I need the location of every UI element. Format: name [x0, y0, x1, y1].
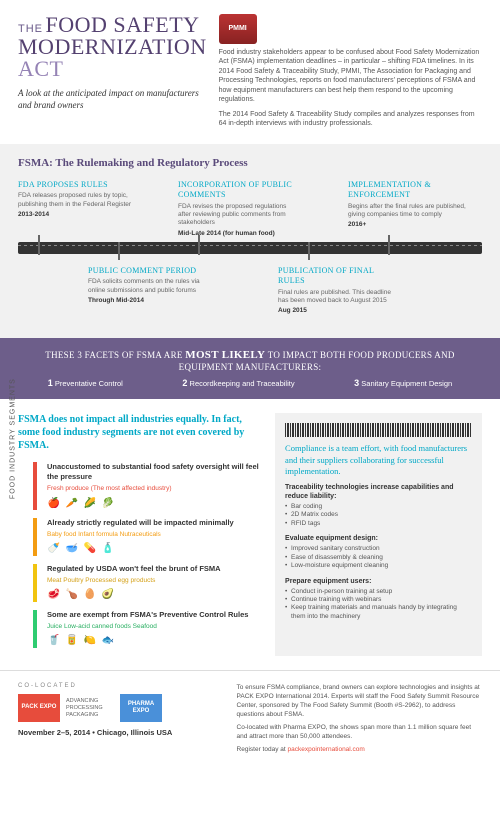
facets-bar: THESE 3 FACETS OF FSMA ARE MOST LIKELY T… [0, 338, 500, 400]
register-link[interactable]: packexpointernational.com [288, 746, 365, 753]
segment-icons: 🍎🥕🌽🥬 [47, 496, 261, 510]
tagline: ADVANCING PROCESSING PACKAGING [66, 698, 114, 719]
impact-segments: FSMA does not impact all industries equa… [18, 413, 261, 655]
pharmaexpo-logo: PHARMA EXPO [120, 694, 162, 722]
segment-exempt: Some are exempt from FSMA's Preventive C… [39, 610, 261, 648]
intro-p1: Food industry stakeholders appear to be … [219, 48, 482, 105]
trace-list: Bar coding 2D Matrix codes RFID tags [285, 503, 472, 528]
facet-item: 3 Sanitary Equipment Design [354, 378, 452, 390]
facet-item: 2 Recordkeeping and Traceability [182, 378, 294, 390]
facets-row: 1 Preventative Control 2 Recordkeeping a… [18, 378, 482, 390]
header: THE FOOD SAFETY MODERNIZATION ACT A look… [0, 0, 500, 144]
impact-title: FSMA does not impact all industries equa… [18, 413, 261, 452]
timeline-section: FSMA: The Rulemaking and Regulatory Proc… [0, 144, 500, 338]
timeline-item: INCORPORATION OF PUBLIC COMMENTS FDA rev… [178, 180, 298, 239]
prepare-list: Conduct in-person training at setup Cont… [285, 588, 472, 622]
title-line3: ACT [18, 56, 64, 81]
timeline-grid: FDA PROPOSES RULES FDA releases proposed… [18, 180, 482, 320]
pmmi-logo: PMMI [219, 14, 257, 44]
facets-title: THESE 3 FACETS OF FSMA ARE MOST LIKELY T… [18, 348, 482, 374]
segment-icons: 🥩🍗🥚🥑 [47, 588, 261, 602]
impact-section: FSMA does not impact all industries equa… [0, 399, 500, 669]
event-block: CO-LOCATED PACK EXPO ADVANCING PROCESSIN… [18, 683, 223, 759]
segment-list: FOOD INDUSTRY SEGMENTS Unaccustomed to s… [30, 462, 261, 647]
segment-med: Already strictly regulated will be impac… [39, 518, 261, 556]
compliance-panel: Compliance is a team effort, with food m… [275, 413, 482, 655]
timeline-item: FDA PROPOSES RULES FDA releases proposed… [18, 180, 138, 220]
timeline-title: FSMA: The Rulemaking and Regulatory Proc… [18, 156, 482, 170]
title-line1: FOOD SAFETY [46, 12, 200, 37]
packexpo-logo: PACK EXPO [18, 694, 60, 722]
subtitle: A look at the anticipated impact on manu… [18, 88, 207, 111]
segment-icons: 🥤🥫🍋🐟 [47, 634, 261, 648]
timeline-track [18, 242, 482, 254]
footer-text: To ensure FSMA compliance, brand owners … [237, 683, 482, 759]
axis-label: FOOD INDUSTRY SEGMENTS [8, 378, 17, 499]
segment-low: Regulated by USDA won't feel the brunt o… [39, 564, 261, 602]
compliance-title: Compliance is a team effort, with food m… [285, 443, 472, 476]
title-block: THE FOOD SAFETY MODERNIZATION ACT A look… [18, 14, 207, 134]
facet-item: 1 Preventative Control [48, 378, 123, 390]
equip-list: Improved sanitary construction Ease of d… [285, 545, 472, 570]
the-label: THE [18, 23, 43, 35]
colocated-label: CO-LOCATED [18, 683, 223, 691]
footer: CO-LOCATED PACK EXPO ADVANCING PROCESSIN… [0, 670, 500, 771]
timeline-item: IMPLEMENTATION & ENFORCEMENT Begins afte… [348, 180, 478, 230]
segment-high: Unaccustomed to substantial food safety … [39, 462, 261, 510]
timeline-item: PUBLICATION OF FINAL RULES Final rules a… [278, 266, 398, 316]
segment-icons: 🍼🥣💊🧴 [47, 542, 261, 556]
intro-p2: The 2014 Food Safety & Traceability Stud… [219, 110, 482, 129]
intro-text: PMMI Food industry stakeholders appear t… [219, 14, 482, 134]
timeline-item: PUBLIC COMMENT PERIOD FDA solicits comme… [88, 266, 208, 306]
barcode-icon [285, 423, 472, 437]
logo-row: PACK EXPO ADVANCING PROCESSING PACKAGING… [18, 694, 223, 722]
event-date: November 2–5, 2014 • Chicago, Illinois U… [18, 728, 223, 738]
